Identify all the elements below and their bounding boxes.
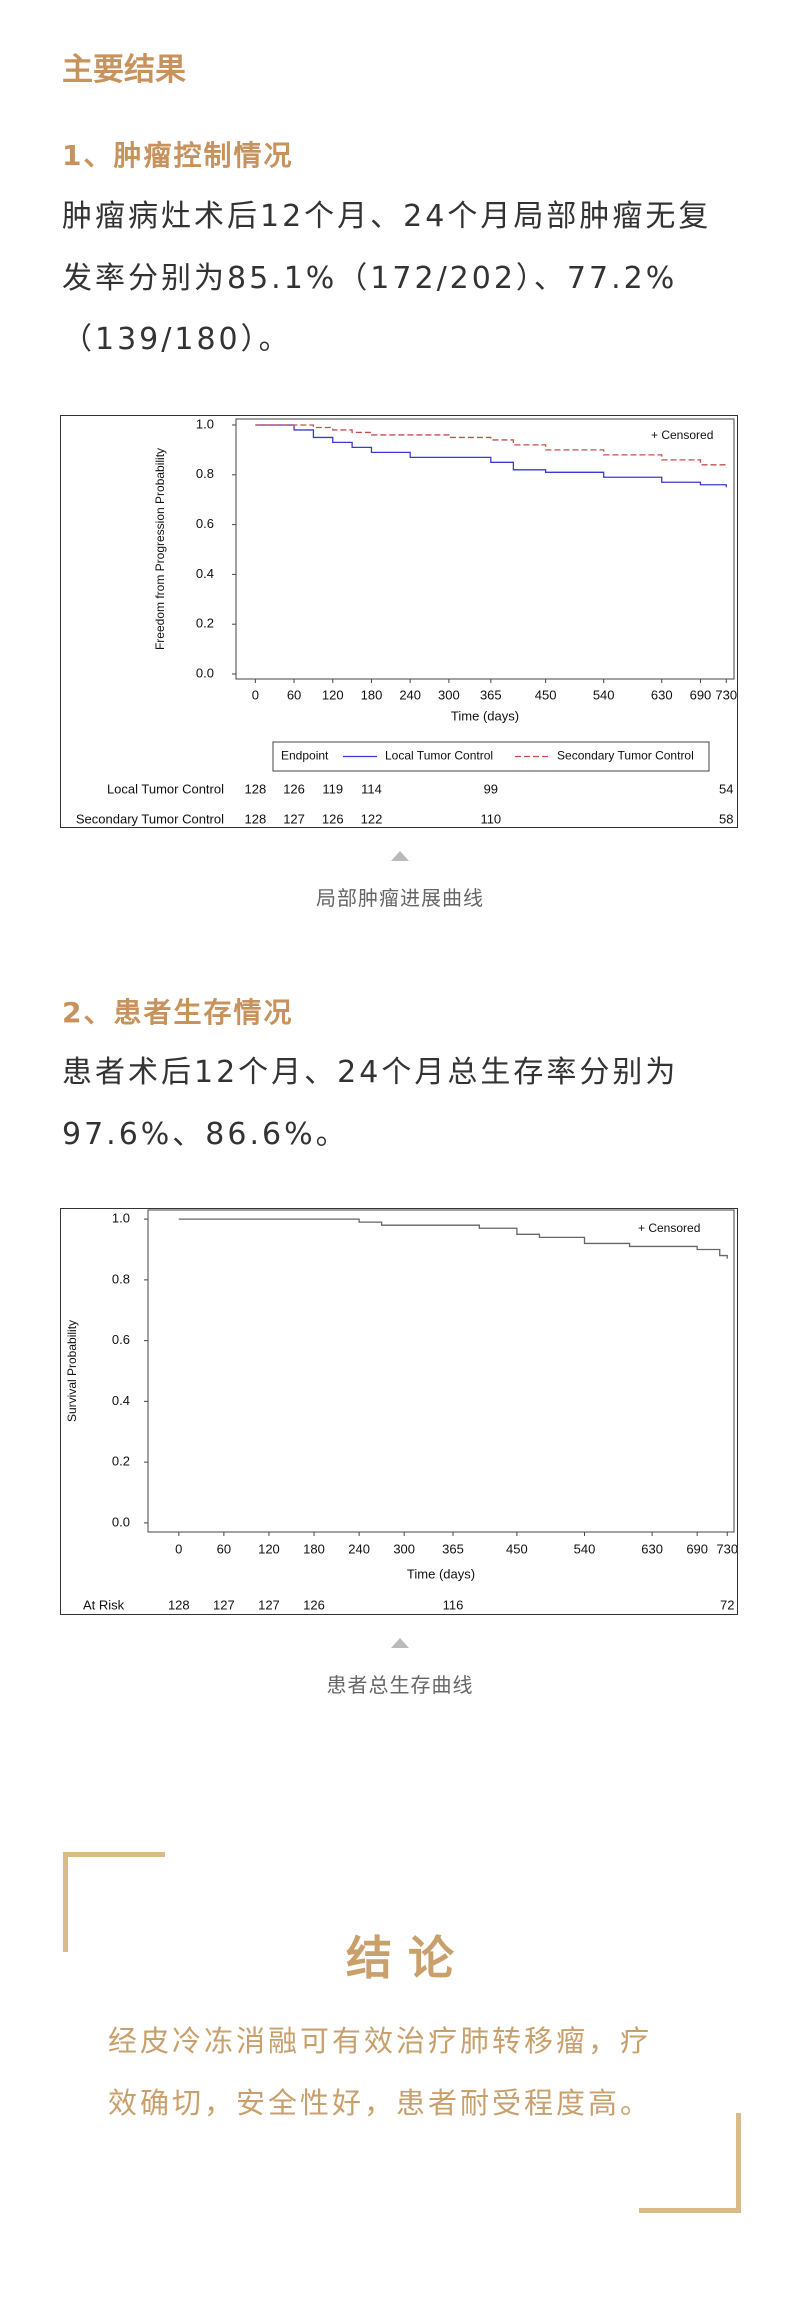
frame-corner	[63, 1852, 165, 1857]
risk-count: 126	[303, 1597, 325, 1612]
y-axis-label: Survival Probability	[65, 1320, 79, 1422]
risk-count: 127	[213, 1597, 235, 1612]
annotation: + Censored	[638, 1221, 700, 1235]
paragraph-line: 97.6%、86.6%。	[62, 1117, 349, 1152]
paragraph-line: （139/180）。	[62, 322, 292, 357]
x-tick-label: 180	[361, 687, 383, 702]
y-tick-label: 0.6	[112, 1332, 130, 1347]
paragraph-line: 发率分别为85.1%（172/202）、77.2%	[62, 261, 678, 296]
y-tick-label: 1.0	[112, 1211, 130, 1226]
conclusion-title: 结 论	[345, 1931, 454, 1985]
x-tick-label: 365	[442, 1541, 464, 1556]
x-tick-label: 450	[535, 687, 557, 702]
chart: 0.0 0.2 0.4 0.6 0.8 1.0 0 60 120 180 240 300 365 450 5…	[76, 416, 737, 826]
x-tick-label: 730	[716, 1541, 737, 1556]
y-tick-label: 1.0	[196, 416, 214, 431]
x-tick-label: 690	[690, 687, 712, 702]
survival-curve	[255, 424, 727, 488]
y-tick-label: 0.8	[112, 1271, 130, 1286]
risk-count: 128	[245, 811, 267, 826]
x-tick-label: 0	[175, 1541, 182, 1556]
y-tick-label: 0.6	[196, 516, 214, 531]
y-tick-label: 0.0	[112, 1514, 130, 1529]
frame-corner	[736, 2113, 741, 2213]
conclusion-line: 经皮冷冻消融可有效治疗肺转移瘤，疗	[108, 2024, 653, 2058]
x-axis-label: Time (days)	[451, 708, 519, 723]
risk-count: 54	[719, 781, 733, 796]
risk-count: 128	[168, 1597, 190, 1612]
x-tick-label: 120	[322, 687, 344, 702]
frame-corner	[63, 1852, 68, 1952]
chart: 0.0 0.2 0.4 0.6 0.8 1.0 0 60 120 180 240 300 365 450 5…	[65, 1209, 737, 1612]
chart-frame: 0.0 0.2 0.4 0.6 0.8 1.0 0 60 120 180 240 300 365 450 5…	[60, 1208, 738, 1615]
section-title: 1、肿瘤控制情况	[62, 139, 294, 172]
y-axis-label: Freedom from Progression Probability	[153, 448, 167, 650]
x-axis-label: Time (days)	[407, 1566, 475, 1581]
survival-curve	[255, 424, 727, 468]
risk-count: 127	[258, 1597, 280, 1612]
y-tick-label: 0.4	[196, 566, 214, 581]
annotation: + Censored	[651, 428, 713, 442]
x-tick-label: 240	[399, 687, 421, 702]
page-title: 主要结果	[62, 52, 186, 88]
x-tick-label: 630	[641, 1541, 663, 1556]
risk-count: 128	[245, 781, 267, 796]
caption: 局部肿瘤进展曲线	[316, 886, 484, 910]
plot-frame	[147, 1209, 735, 1533]
chart-frame: 0.0 0.2 0.4 0.6 0.8 1.0 0 60 120 180 240 300 365 450 5…	[60, 415, 738, 828]
risk-count: 58	[719, 811, 733, 826]
x-tick-label: 300	[438, 687, 460, 702]
x-tick-label: 540	[593, 687, 615, 702]
paragraph-line: 患者术后12个月、24个月总生存率分别为	[62, 1055, 679, 1090]
x-tick-label: 60	[287, 687, 301, 702]
section-title: 2、患者生存情况	[62, 996, 294, 1029]
pointer	[391, 851, 409, 861]
legend-label: Secondary Tumor Control	[557, 749, 694, 763]
x-tick-label: 690	[686, 1541, 708, 1556]
x-tick-label: 450	[506, 1541, 528, 1556]
risk-row-label: Secondary Tumor Control	[76, 811, 224, 826]
risk-count: 99	[484, 781, 498, 796]
caption: 患者总生存曲线	[326, 1673, 474, 1697]
y-tick-label: 0.4	[112, 1393, 130, 1408]
risk-count: 114	[361, 781, 382, 796]
legend-title: Endpoint	[281, 749, 329, 763]
risk-count: 119	[322, 781, 343, 796]
y-tick-label: 0.2	[196, 616, 214, 631]
survival-curve	[178, 1218, 728, 1259]
risk-count: 126	[283, 781, 305, 796]
y-tick-label: 0.8	[196, 466, 214, 481]
risk-count: 110	[480, 811, 501, 826]
x-tick-label: 365	[480, 687, 502, 702]
x-tick-label: 300	[393, 1541, 415, 1556]
risk-count: 127	[283, 811, 305, 826]
conclusion-line: 效确切，安全性好，患者耐受程度高。	[108, 2086, 653, 2120]
risk-count: 122	[361, 811, 383, 826]
x-tick-label: 730	[715, 687, 737, 702]
paragraph-line: 肿瘤病灶术后12个月、24个月局部肿瘤无复	[62, 199, 712, 234]
risk-count: 72	[720, 1597, 734, 1612]
risk-row-label: Local Tumor Control	[107, 781, 224, 796]
x-tick-label: 240	[348, 1541, 370, 1556]
legend-label: Local Tumor Control	[385, 749, 493, 763]
risk-count: 116	[443, 1597, 464, 1612]
risk-count: 126	[322, 811, 344, 826]
x-tick-label: 60	[217, 1541, 231, 1556]
x-tick-label: 120	[258, 1541, 280, 1556]
x-tick-label: 630	[651, 687, 673, 702]
risk-row-label: At Risk	[83, 1597, 125, 1612]
y-tick-label: 0.2	[112, 1454, 130, 1469]
frame-corner	[639, 2208, 741, 2213]
plot-frame	[235, 418, 735, 680]
x-tick-label: 540	[574, 1541, 596, 1556]
pointer	[391, 1638, 409, 1648]
x-tick-label: 180	[303, 1541, 325, 1556]
y-tick-label: 0.0	[196, 665, 214, 680]
x-tick-label: 0	[252, 687, 259, 702]
